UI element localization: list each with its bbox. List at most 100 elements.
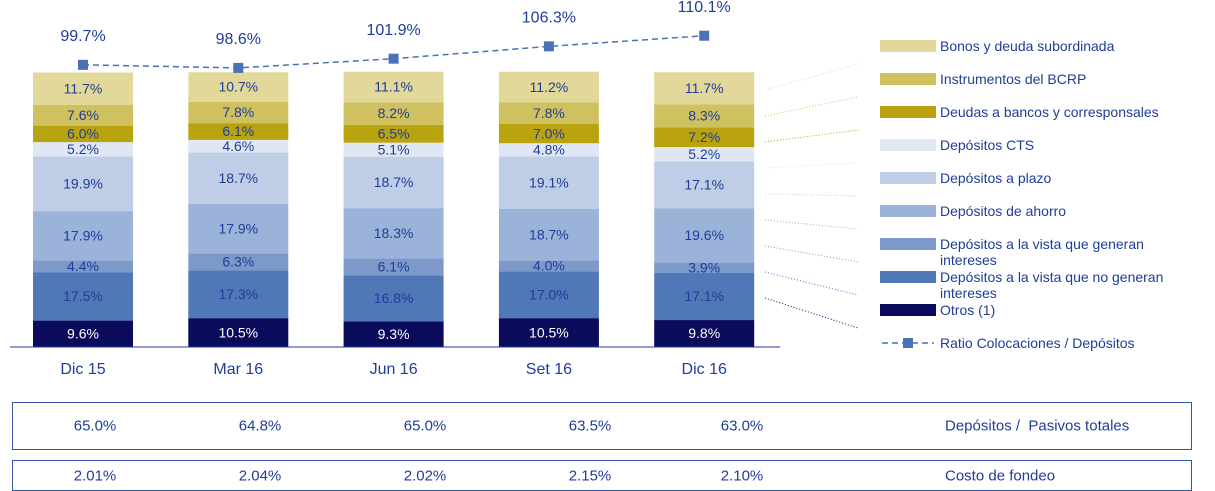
bar-segment bbox=[343, 142, 444, 157]
legend-label: Deudas a bancos y corresponsales bbox=[940, 104, 1159, 120]
data-label: 16.8% bbox=[374, 290, 414, 306]
table-cell: 65.0% bbox=[403, 417, 447, 435]
x-tick-label: Mar 16 bbox=[213, 361, 263, 378]
table-cell: 2.15% bbox=[568, 467, 612, 484]
legend-item: Depósitos a la vista que no generan inte… bbox=[880, 269, 1200, 301]
legend-marker bbox=[903, 338, 913, 348]
data-label: 9.3% bbox=[378, 326, 410, 342]
legend-symbol bbox=[882, 338, 934, 348]
leader-line bbox=[764, 129, 859, 143]
table-row-label: Depósitos / Pasivos totales bbox=[945, 417, 1130, 435]
data-label: 19.6% bbox=[684, 227, 724, 243]
bar-segment bbox=[498, 318, 599, 347]
legend-item: Depósitos de ahorro bbox=[880, 203, 1200, 233]
bar-segment bbox=[343, 275, 444, 322]
data-label: 17.1% bbox=[684, 177, 724, 193]
table-row-box bbox=[12, 402, 1192, 450]
bar-segment bbox=[188, 253, 289, 271]
data-label: 9.8% bbox=[688, 325, 720, 341]
ratio-marker bbox=[388, 53, 399, 64]
legend-item: Depósitos CTS bbox=[880, 137, 1200, 167]
bar-segment bbox=[498, 102, 599, 124]
data-label: 101.9% bbox=[366, 22, 420, 39]
data-label: 17.3% bbox=[218, 286, 258, 302]
data-label: 10.7% bbox=[218, 79, 258, 95]
legend-label: Depósitos a la vista que no generan inte… bbox=[940, 269, 1164, 301]
bar-segment bbox=[33, 104, 133, 126]
data-label: 98.6% bbox=[216, 31, 261, 48]
data-label: 8.2% bbox=[378, 105, 410, 121]
bar-segment bbox=[188, 270, 289, 319]
leader-line bbox=[764, 271, 859, 296]
data-label: 18.7% bbox=[218, 170, 258, 186]
bar-segment bbox=[498, 156, 599, 209]
data-label: 4.4% bbox=[67, 258, 99, 274]
table-cell: 64.8% bbox=[238, 417, 282, 435]
bar-segment bbox=[654, 208, 755, 263]
bar-segment bbox=[654, 72, 755, 105]
legend-item: Otros (1) bbox=[880, 302, 1200, 332]
table-cell: 2.01% bbox=[73, 467, 117, 484]
bar-segment bbox=[33, 72, 133, 105]
bar-segment bbox=[33, 272, 133, 321]
data-label: 5.1% bbox=[378, 141, 410, 157]
bar-segment bbox=[33, 260, 133, 273]
data-label: 5.2% bbox=[688, 146, 720, 162]
leader-line bbox=[764, 63, 859, 91]
legend-item: Instrumentos del BCRP bbox=[880, 71, 1200, 101]
bar-segment bbox=[188, 101, 289, 124]
bar-segment bbox=[498, 271, 599, 319]
legend-swatch bbox=[880, 238, 936, 250]
leader-line bbox=[764, 297, 859, 329]
data-label: 4.8% bbox=[533, 142, 565, 158]
legend-swatch bbox=[880, 205, 936, 217]
legend-item: Depósitos a plazo bbox=[880, 170, 1200, 200]
data-label: 8.3% bbox=[688, 108, 720, 124]
bar-segment bbox=[33, 125, 133, 143]
x-tick-label: Dic 15 bbox=[60, 361, 105, 378]
data-label: 11.2% bbox=[530, 79, 569, 95]
data-label: 18.7% bbox=[374, 174, 414, 190]
data-label: 6.5% bbox=[378, 125, 410, 141]
table-cell: 2.02% bbox=[403, 467, 447, 484]
data-label: 9.6% bbox=[67, 326, 99, 342]
bar-segment bbox=[343, 102, 444, 125]
leader-line bbox=[764, 96, 859, 117]
data-label: 18.3% bbox=[374, 225, 414, 241]
bar-segment bbox=[654, 320, 755, 347]
legend-swatch bbox=[880, 40, 936, 52]
legend-label: Otros (1) bbox=[940, 302, 996, 318]
data-label: 7.0% bbox=[533, 125, 565, 141]
bar-segment bbox=[498, 71, 599, 103]
legend-label: Depósitos CTS bbox=[940, 137, 1035, 153]
table-cell: 63.0% bbox=[720, 417, 764, 435]
ratio-marker bbox=[699, 30, 710, 41]
table-cell: 63.5% bbox=[568, 417, 612, 435]
data-label: 6.1% bbox=[222, 123, 254, 139]
bar-segment bbox=[188, 318, 289, 347]
leader-line bbox=[764, 245, 859, 263]
ratio-marker bbox=[78, 59, 88, 70]
data-label: 7.6% bbox=[67, 107, 99, 123]
table-cell: 65.0% bbox=[73, 417, 117, 435]
bar-segment bbox=[343, 156, 444, 209]
bar-segment bbox=[498, 123, 599, 144]
table-cell: 2.04% bbox=[238, 467, 282, 484]
bar-segment bbox=[654, 104, 755, 128]
bar-segment bbox=[343, 71, 444, 103]
legend-label: Depósitos a plazo bbox=[940, 170, 1052, 186]
bar-segment bbox=[188, 123, 289, 140]
bar-segment bbox=[188, 72, 289, 102]
legend-item: Deudas a bancos y corresponsales bbox=[880, 104, 1200, 134]
data-label: 10.5% bbox=[529, 324, 569, 340]
bar-segment bbox=[33, 211, 133, 261]
legend-label: Ratio Colocaciones / Depósitos bbox=[940, 335, 1135, 351]
bar-segment bbox=[188, 152, 289, 204]
bar-segment bbox=[188, 204, 289, 254]
bar-segment bbox=[654, 161, 755, 209]
data-label: 10.5% bbox=[218, 324, 258, 340]
legend-item: Depósitos a la vista que generan interes… bbox=[880, 236, 1200, 268]
data-label: 4.0% bbox=[533, 258, 565, 274]
ratio-marker bbox=[233, 62, 244, 73]
